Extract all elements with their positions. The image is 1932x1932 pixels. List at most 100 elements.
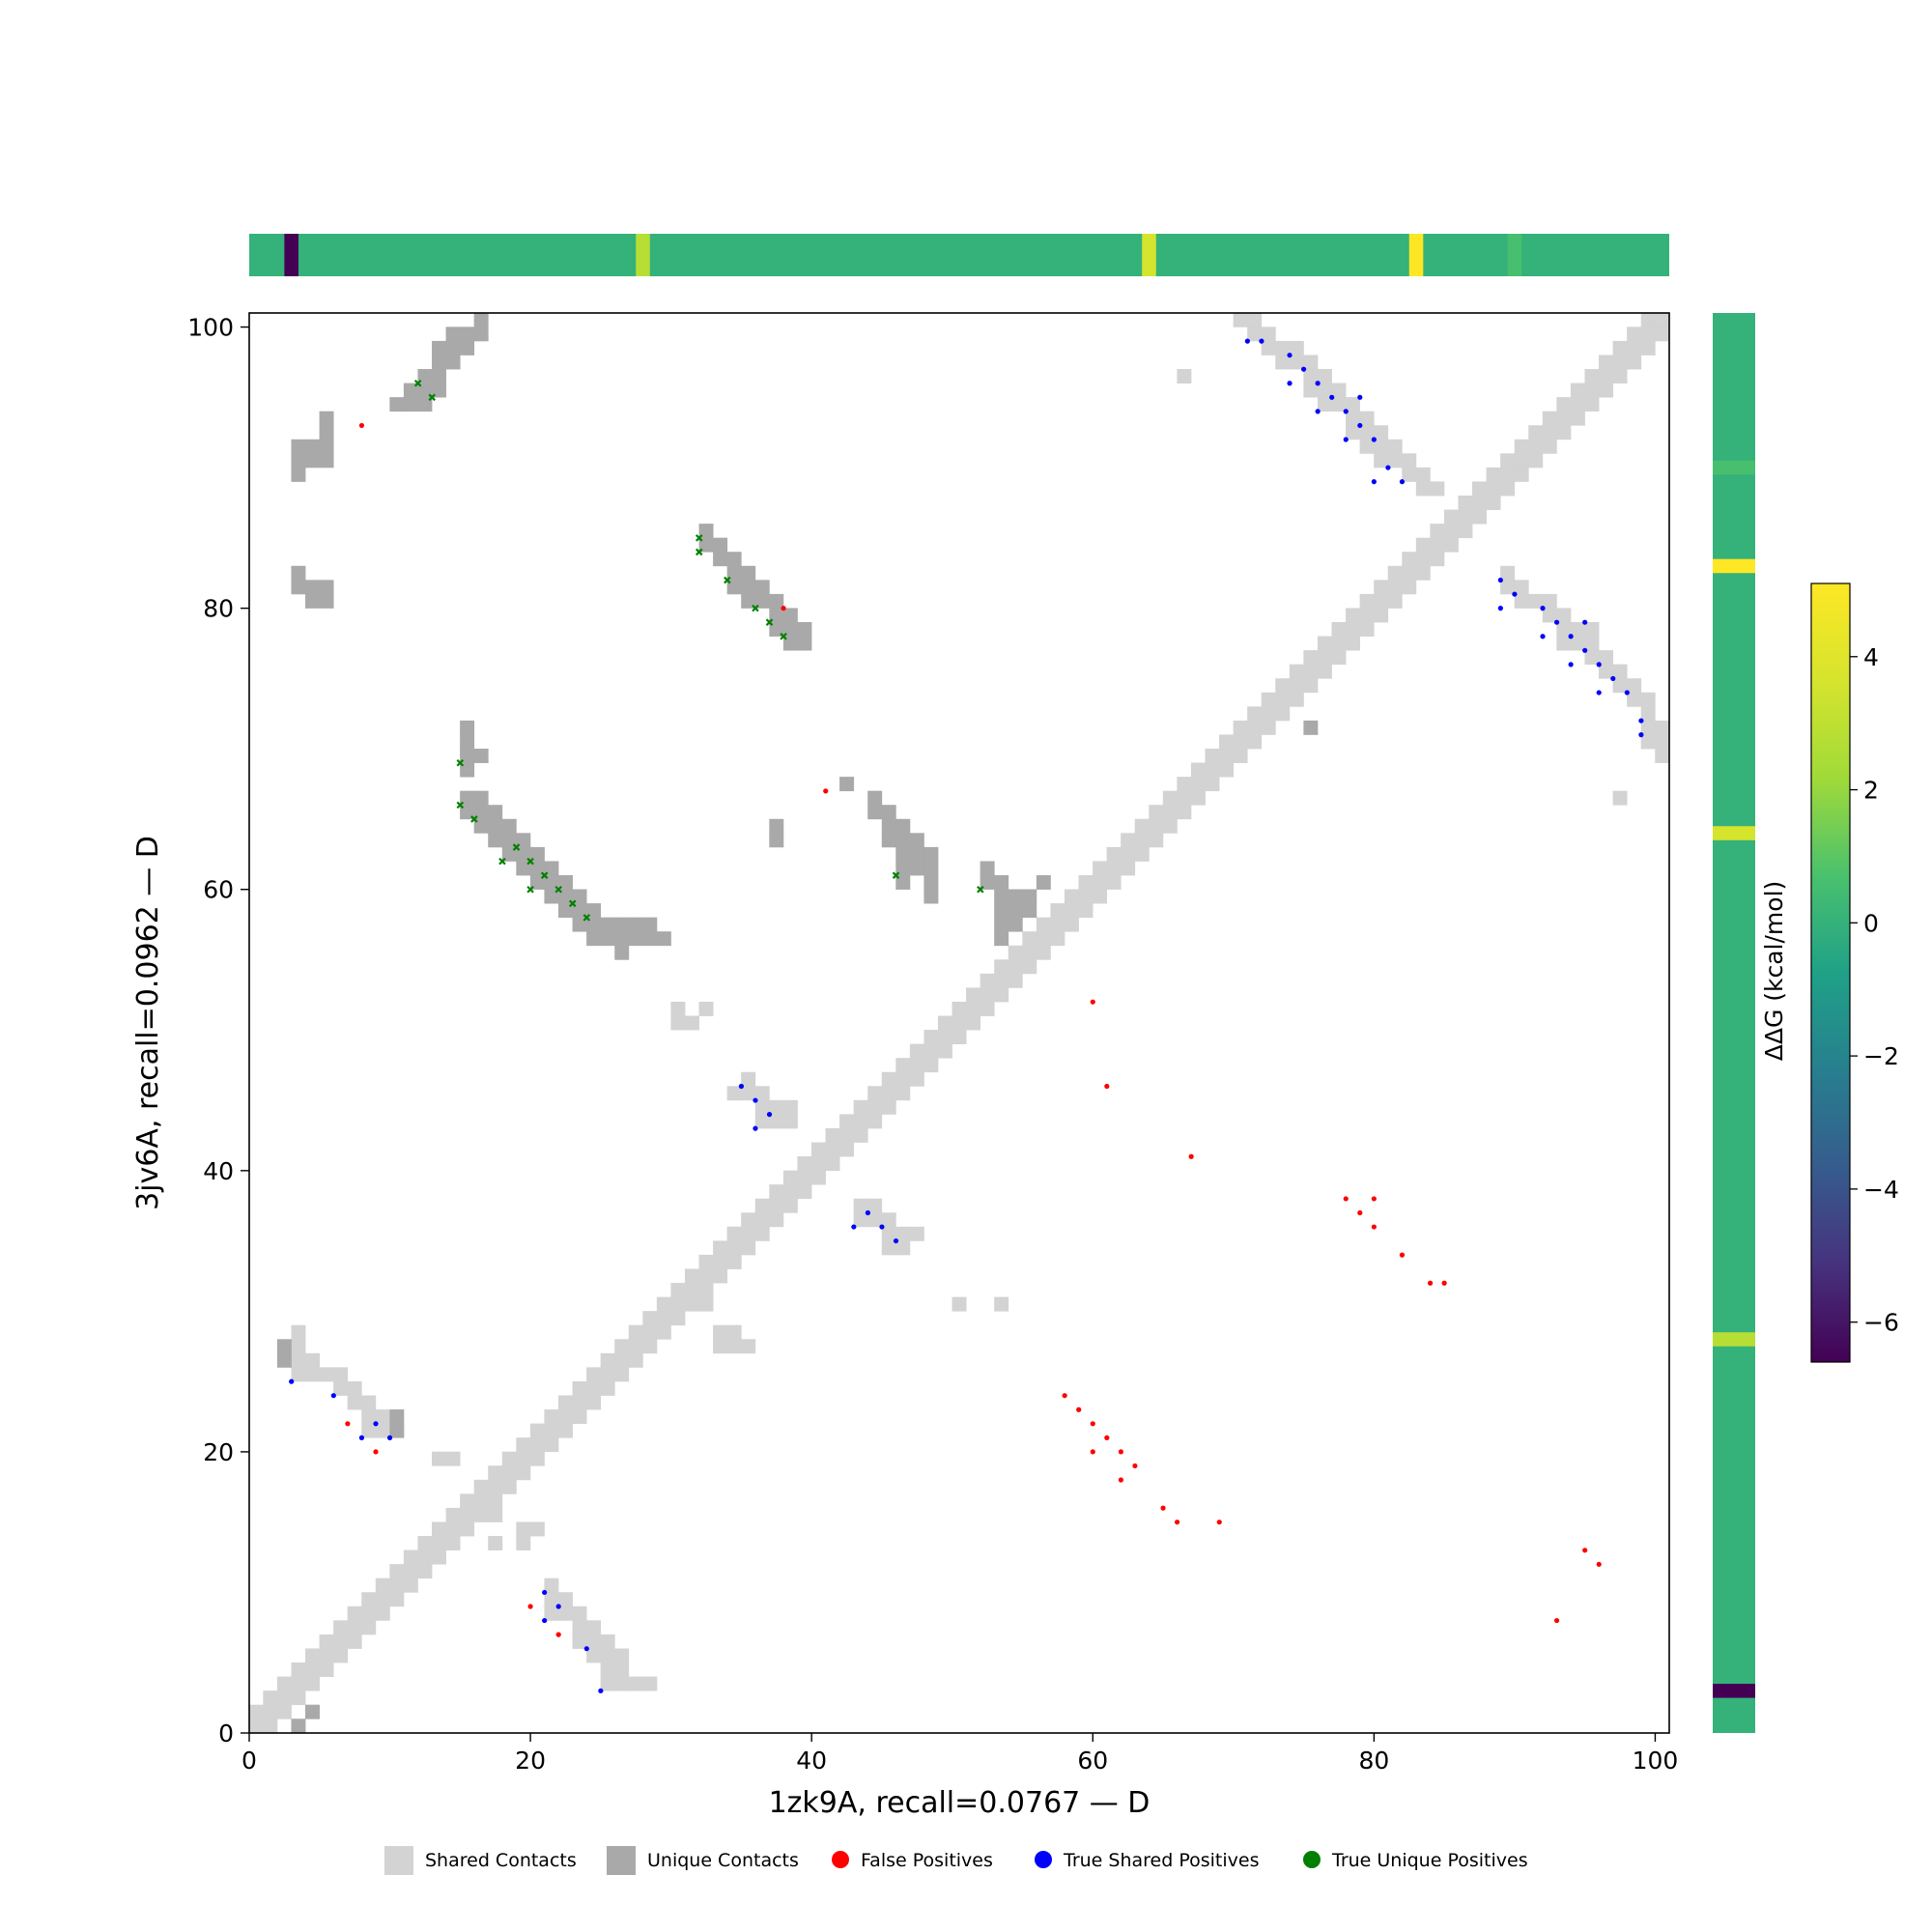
shared-contact-cell xyxy=(1219,748,1235,763)
shared-contact-cell xyxy=(628,1676,643,1691)
shared-contact-cell xyxy=(1064,917,1079,932)
unique-contact-cell xyxy=(488,818,503,834)
shared-contacts-layer xyxy=(248,312,1670,1734)
shared-contact-cell xyxy=(966,1001,981,1016)
shared-contact-cell xyxy=(741,1212,756,1228)
shared-contact-cell xyxy=(445,1507,461,1522)
true-shared-positive-point xyxy=(753,1097,758,1103)
unique-contact-cell xyxy=(769,621,784,637)
shared-contact-cell xyxy=(1627,327,1642,342)
shared-contact-cell xyxy=(769,1184,784,1200)
shared-contact-cell xyxy=(473,1479,489,1494)
side-strip-segment xyxy=(1713,1332,1755,1347)
true-unique-positive-point xyxy=(428,393,436,402)
shared-contact-cell xyxy=(544,1409,559,1425)
shared-contact-cell xyxy=(952,1015,967,1031)
unique-contact-cell xyxy=(923,889,939,904)
shared-contact-cell xyxy=(937,1030,952,1045)
true-shared-positive-point xyxy=(1582,647,1588,653)
legend-swatch xyxy=(384,1846,413,1875)
unique-contact-cell xyxy=(291,1719,306,1734)
unique-contact-cell xyxy=(614,945,630,960)
unique-contact-cell xyxy=(909,861,924,876)
shared-contact-cell xyxy=(853,1198,868,1213)
unique-contact-cell xyxy=(501,846,517,862)
unique-contact-cell xyxy=(642,917,658,932)
true-shared-positive-point xyxy=(753,1125,758,1131)
unique-contact-cell xyxy=(460,720,475,735)
shared-contact-cell xyxy=(1134,818,1150,834)
shared-contact-cell xyxy=(1289,340,1304,355)
true-shared-positive-point xyxy=(1329,394,1335,400)
shared-contact-cell xyxy=(741,1226,756,1241)
colorbar: −6 −4 −2 0 2 4 ΔΔG (kcal/mol) xyxy=(1760,582,1899,1363)
unique-contact-cell xyxy=(319,593,334,609)
legend-label: True Shared Positives xyxy=(1063,1850,1259,1871)
shared-contact-cell xyxy=(726,1324,742,1340)
true-shared-positive-point xyxy=(1553,619,1560,625)
shared-contact-cell xyxy=(966,987,981,1003)
top-strip-segment xyxy=(284,234,298,276)
shared-contact-cell xyxy=(417,1536,433,1550)
shared-contact-cell xyxy=(741,1339,756,1354)
shared-contact-cell xyxy=(1162,805,1178,820)
shared-contact-cell xyxy=(1106,874,1122,890)
colorbar-tick-label: −4 xyxy=(1863,1176,1899,1204)
true-unique-positives-layer xyxy=(413,379,984,922)
unique-contact-cell xyxy=(726,580,742,595)
x-tick-label: 100 xyxy=(1633,1747,1679,1775)
shared-contact-cell xyxy=(1121,846,1136,862)
shared-contact-cell xyxy=(670,1001,686,1016)
shared-contact-cell xyxy=(881,1226,896,1241)
shared-contact-cell xyxy=(1036,945,1051,960)
shared-contact-cell xyxy=(769,1114,784,1129)
true-unique-positive-point xyxy=(724,576,731,584)
top-strip-segment xyxy=(249,234,1669,276)
legend-label: True Unique Positives xyxy=(1331,1850,1528,1871)
shared-contact-cell xyxy=(1655,734,1670,750)
true-shared-positive-point xyxy=(1357,394,1363,400)
unique-contact-cell xyxy=(628,917,643,932)
y-tick-label: 80 xyxy=(203,595,234,623)
true-shared-positive-point xyxy=(555,1604,561,1609)
unique-contact-cell xyxy=(741,593,756,609)
shared-contact-cell xyxy=(1402,453,1417,469)
unique-contact-cell xyxy=(994,874,1009,890)
false-positive-point xyxy=(1343,1196,1349,1202)
shared-contact-cell xyxy=(1655,327,1670,342)
unique-contact-cell xyxy=(305,439,320,454)
true-shared-positive-point xyxy=(1540,606,1546,611)
shared-contact-cell xyxy=(952,1296,967,1312)
shared-contact-cell xyxy=(529,1423,545,1438)
true-unique-positive-point xyxy=(695,534,703,542)
shared-contact-cell xyxy=(319,1634,334,1649)
shared-contact-cell xyxy=(909,1058,924,1073)
shared-contact-cell xyxy=(389,1592,405,1607)
unique-contact-cell xyxy=(460,340,475,355)
shared-contact-cell xyxy=(1275,706,1291,722)
unique-contact-cell xyxy=(994,917,1009,932)
true-shared-positive-point xyxy=(386,1435,393,1440)
shared-contact-cell xyxy=(544,1423,559,1438)
shared-contact-cell xyxy=(1640,312,1656,327)
shared-contact-cell xyxy=(1233,720,1248,735)
shared-contact-cell xyxy=(839,1127,855,1143)
y-tick-label: 100 xyxy=(187,314,234,342)
shared-contact-cell xyxy=(1599,383,1613,398)
shared-contact-cell xyxy=(726,1254,742,1269)
shared-contact-cell xyxy=(881,1212,896,1228)
shared-contact-cell xyxy=(557,1395,573,1410)
true-shared-positive-point xyxy=(1497,606,1503,611)
unique-contact-cell xyxy=(782,636,798,651)
unique-contact-cell xyxy=(516,833,531,848)
shared-contact-cell xyxy=(1275,355,1291,370)
shared-contact-cell xyxy=(375,1605,390,1621)
shared-contact-cell xyxy=(909,1071,924,1087)
shared-contact-cell xyxy=(460,1493,475,1509)
shared-contact-cell xyxy=(1528,425,1544,440)
shared-contact-cell xyxy=(825,1127,840,1143)
true-shared-positive-point xyxy=(738,1083,745,1090)
unique-contact-cell xyxy=(769,608,784,623)
unique-contact-cell xyxy=(1303,720,1319,735)
shared-contact-cell xyxy=(460,1507,475,1522)
